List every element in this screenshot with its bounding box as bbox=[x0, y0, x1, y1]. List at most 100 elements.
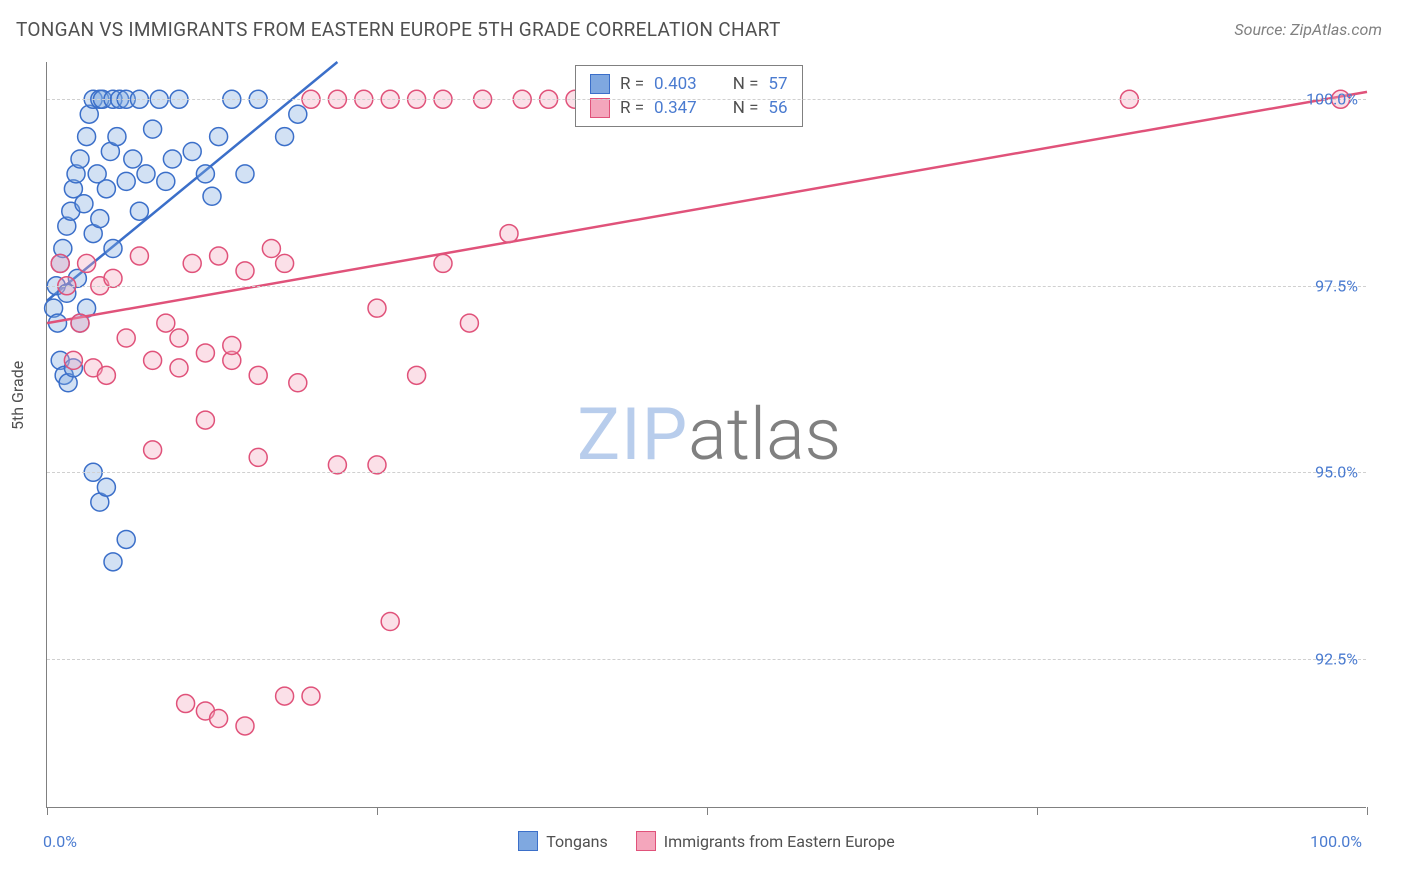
scatter-point bbox=[144, 351, 162, 369]
scatter-point bbox=[97, 180, 115, 198]
legend-swatch bbox=[518, 831, 538, 851]
x-tick bbox=[707, 807, 708, 815]
scatter-point bbox=[64, 351, 82, 369]
scatter-point bbox=[97, 478, 115, 496]
scatter-point bbox=[500, 225, 518, 243]
scatter-point bbox=[117, 530, 135, 548]
y-tick-label: 97.5% bbox=[1315, 276, 1358, 295]
stats-legend-box: R = 0.403 N = 57 R = 0.347 N = 56 bbox=[575, 65, 803, 127]
scatter-point bbox=[236, 717, 254, 735]
scatter-point bbox=[196, 165, 214, 183]
source-label: Source: ZipAtlas.com bbox=[1234, 20, 1382, 39]
scatter-point bbox=[434, 254, 452, 272]
scatter-point bbox=[170, 359, 188, 377]
scatter-point bbox=[177, 695, 195, 713]
scatter-point bbox=[368, 456, 386, 474]
legend-swatch bbox=[590, 74, 610, 94]
y-tick-label: 100.0% bbox=[1306, 90, 1358, 109]
scatter-point bbox=[130, 247, 148, 265]
scatter-point bbox=[249, 366, 267, 384]
scatter-point bbox=[144, 441, 162, 459]
scatter-point bbox=[289, 105, 307, 123]
stat-n-value: 56 bbox=[768, 98, 787, 118]
scatter-point bbox=[170, 329, 188, 347]
stats-row: R = 0.403 N = 57 bbox=[590, 72, 788, 96]
gridline bbox=[47, 99, 1366, 100]
scatter-point bbox=[104, 553, 122, 571]
x-tick bbox=[377, 807, 378, 815]
scatter-point bbox=[236, 262, 254, 280]
scatter-point bbox=[328, 456, 346, 474]
stat-r-label: R = bbox=[620, 74, 644, 94]
scatter-point bbox=[249, 448, 267, 466]
scatter-point bbox=[91, 210, 109, 228]
x-tick-label: 0.0% bbox=[43, 832, 77, 851]
scatter-point bbox=[163, 150, 181, 168]
scatter-point bbox=[97, 366, 115, 384]
scatter-point bbox=[368, 299, 386, 317]
scatter-point bbox=[124, 150, 142, 168]
scatter-point bbox=[117, 329, 135, 347]
stat-n-label: N = bbox=[733, 74, 759, 94]
scatter-point bbox=[104, 269, 122, 287]
gridline bbox=[47, 472, 1366, 473]
scatter-point bbox=[71, 314, 89, 332]
stat-r-value: 0.347 bbox=[654, 98, 697, 118]
scatter-point bbox=[157, 314, 175, 332]
scatter-point bbox=[276, 254, 294, 272]
scatter-point bbox=[262, 240, 280, 258]
scatter-point bbox=[276, 128, 294, 146]
scatter-point bbox=[71, 150, 89, 168]
scatter-point bbox=[108, 128, 126, 146]
legend-label: Immigrants from Eastern Europe bbox=[664, 832, 895, 851]
scatter-plot: ZIPatlas R =0.403N =57R =0.347N =56 Tong… bbox=[46, 62, 1366, 808]
y-tick-label: 95.0% bbox=[1315, 463, 1358, 482]
scatter-point bbox=[78, 128, 96, 146]
scatter-point bbox=[130, 202, 148, 220]
x-tick bbox=[1367, 807, 1368, 815]
stat-n-value: 57 bbox=[768, 74, 787, 94]
stat-r-value: 0.403 bbox=[654, 74, 697, 94]
legend-item: Immigrants from Eastern Europe bbox=[636, 831, 895, 851]
bottom-legend: Tongans Immigrants from Eastern Europe bbox=[47, 831, 1366, 851]
scatter-point bbox=[104, 240, 122, 258]
y-tick-label: 92.5% bbox=[1315, 649, 1358, 668]
scatter-point bbox=[210, 709, 228, 727]
scatter-point bbox=[157, 172, 175, 190]
scatter-point bbox=[210, 128, 228, 146]
scatter-point bbox=[75, 195, 93, 213]
y-axis-label: 5th Grade bbox=[8, 361, 27, 430]
scatter-point bbox=[302, 687, 320, 705]
scatter-point bbox=[236, 165, 254, 183]
scatter-point bbox=[196, 344, 214, 362]
scatter-point bbox=[51, 254, 69, 272]
scatter-point bbox=[144, 120, 162, 138]
scatter-point bbox=[210, 247, 228, 265]
stat-r-label: R = bbox=[620, 98, 644, 118]
scatter-point bbox=[78, 254, 96, 272]
scatter-point bbox=[137, 165, 155, 183]
scatter-point bbox=[460, 314, 478, 332]
x-tick bbox=[47, 807, 48, 815]
scatter-point bbox=[408, 366, 426, 384]
scatter-point bbox=[183, 254, 201, 272]
x-tick-label: 100.0% bbox=[1310, 832, 1362, 851]
scatter-point bbox=[203, 187, 221, 205]
x-tick bbox=[1037, 807, 1038, 815]
scatter-point bbox=[196, 411, 214, 429]
legend-label: Tongans bbox=[546, 832, 608, 851]
scatter-point bbox=[223, 336, 241, 354]
legend-swatch bbox=[636, 831, 656, 851]
gridline bbox=[47, 659, 1366, 660]
plot-svg bbox=[47, 62, 1366, 807]
scatter-point bbox=[183, 143, 201, 161]
scatter-point bbox=[117, 172, 135, 190]
legend-item: Tongans bbox=[518, 831, 608, 851]
scatter-point bbox=[289, 374, 307, 392]
gridline bbox=[47, 286, 1366, 287]
chart-title: TONGAN VS IMMIGRANTS FROM EASTERN EUROPE… bbox=[16, 18, 781, 41]
legend-swatch bbox=[590, 98, 610, 118]
stat-n-label: N = bbox=[733, 98, 759, 118]
scatter-point bbox=[381, 613, 399, 631]
scatter-point bbox=[276, 687, 294, 705]
